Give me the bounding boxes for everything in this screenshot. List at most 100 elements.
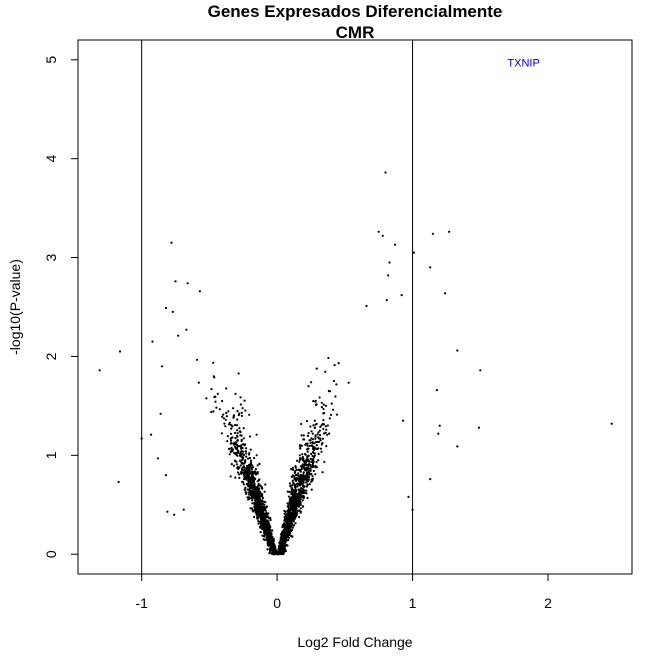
- data-point: [431, 232, 434, 235]
- data-point: [293, 510, 296, 513]
- data-point: [244, 443, 247, 446]
- data-point: [307, 469, 310, 472]
- data-point: [327, 356, 330, 360]
- data-point: [298, 480, 301, 483]
- data-point: [250, 475, 253, 479]
- y-tick-label: 3: [43, 253, 59, 261]
- data-point: [241, 407, 244, 410]
- data-point: [257, 491, 260, 494]
- data-point: [297, 501, 300, 504]
- data-point: [239, 455, 242, 458]
- data-point: [284, 521, 287, 524]
- data-point: [250, 483, 253, 486]
- data-point: [242, 427, 245, 430]
- data-point: [251, 470, 254, 473]
- data-point: [293, 517, 296, 520]
- data-point: [326, 424, 329, 427]
- data-point: [289, 516, 293, 519]
- data-point: [117, 480, 120, 484]
- data-point: [221, 399, 224, 403]
- data-point: [299, 445, 302, 448]
- data-point: [290, 501, 293, 504]
- data-point: [300, 444, 303, 447]
- data-point: [255, 487, 259, 490]
- data-point: [230, 441, 233, 445]
- data-point: [302, 434, 305, 437]
- data-point: [317, 459, 320, 462]
- data-point: [291, 508, 294, 511]
- data-point: [241, 453, 244, 456]
- data-point: [230, 446, 233, 449]
- data-point: [289, 509, 292, 512]
- data-point: [284, 536, 287, 539]
- chart-subtitle: CMR: [336, 23, 375, 42]
- data-point: [265, 527, 268, 530]
- data-point: [245, 455, 248, 458]
- data-point: [238, 427, 241, 430]
- data-point: [210, 410, 213, 414]
- data-point: [253, 470, 256, 473]
- data-point: [249, 470, 252, 473]
- data-point: [310, 444, 313, 447]
- data-point: [253, 494, 257, 497]
- data-point: [229, 439, 233, 442]
- data-point: [244, 476, 247, 479]
- data-point: [239, 464, 242, 467]
- data-point: [243, 472, 247, 475]
- data-point: [288, 482, 292, 485]
- data-point: [479, 369, 482, 372]
- data-point: [244, 459, 247, 462]
- data-point: [290, 492, 293, 496]
- data-point: [225, 415, 228, 418]
- data-point: [289, 497, 292, 501]
- data-point: [296, 474, 299, 477]
- data-point: [317, 452, 320, 456]
- data-point: [291, 474, 294, 477]
- data-point: [259, 525, 262, 528]
- data-point: [279, 550, 282, 554]
- data-point: [236, 410, 239, 413]
- data-point: [309, 425, 312, 428]
- data-point: [301, 499, 304, 502]
- data-point: [271, 529, 274, 532]
- data-point: [166, 510, 169, 513]
- data-point: [377, 230, 380, 233]
- data-point: [269, 540, 272, 543]
- data-point: [240, 444, 243, 447]
- data-point: [275, 551, 278, 554]
- data-point: [246, 488, 249, 491]
- data-point: [266, 538, 269, 541]
- data-point: [237, 467, 240, 471]
- data-point: [305, 481, 308, 484]
- data-point: [250, 473, 254, 476]
- data-point: [306, 442, 309, 445]
- data-point: [170, 241, 173, 244]
- data-point: [257, 520, 260, 523]
- data-point: [268, 533, 271, 536]
- data-point: [237, 471, 240, 474]
- data-point: [315, 444, 318, 447]
- data-point: [319, 425, 322, 428]
- data-point: [248, 489, 251, 493]
- data-point: [277, 549, 280, 552]
- data-point: [253, 478, 256, 481]
- data-point: [302, 505, 305, 508]
- data-point: [301, 492, 304, 495]
- data-point: [239, 396, 242, 399]
- data-point: [305, 485, 308, 488]
- data-point: [302, 476, 305, 479]
- data-point: [235, 424, 239, 427]
- data-point: [290, 468, 293, 471]
- data-point: [196, 358, 199, 361]
- data-point: [301, 453, 304, 456]
- data-point: [284, 517, 287, 520]
- data-point: [304, 452, 307, 456]
- data-point: [264, 516, 267, 520]
- data-point: [261, 499, 264, 503]
- data-point: [309, 441, 312, 444]
- data-point: [253, 506, 256, 509]
- data-point: [296, 485, 299, 488]
- data-point: [290, 518, 293, 521]
- data-point: [232, 443, 236, 446]
